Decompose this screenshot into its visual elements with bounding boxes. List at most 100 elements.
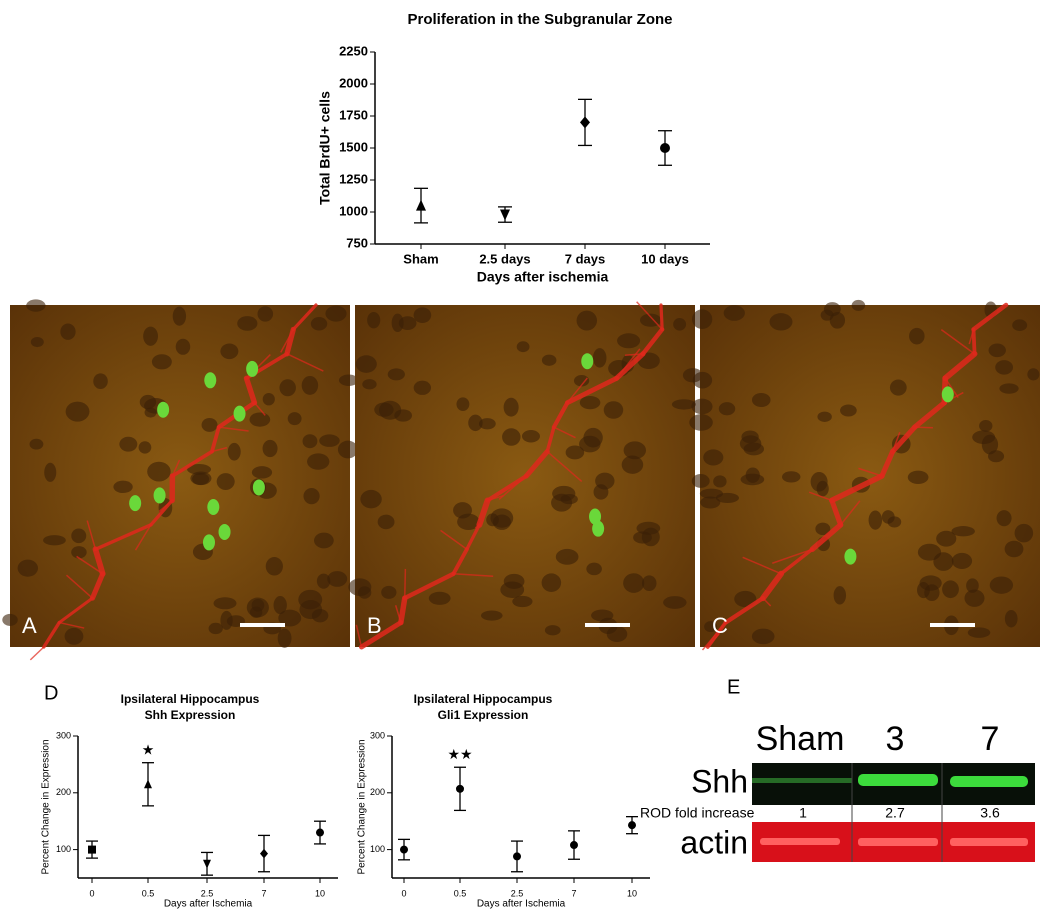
- rod-label: ROD fold increase: [640, 805, 755, 821]
- x-tick-label: 0.5: [454, 888, 467, 898]
- nucleus: [60, 323, 76, 340]
- nucleus: [478, 418, 496, 430]
- cell-process: [92, 546, 106, 577]
- nucleus: [175, 338, 191, 355]
- lane-label: 3: [886, 720, 905, 758]
- nucleus: [541, 573, 562, 592]
- nucleus: [573, 375, 590, 387]
- nucleus: [262, 392, 275, 406]
- x-axis-label: Days after Ischemia: [164, 899, 253, 910]
- cell-process: [808, 491, 833, 502]
- marker: [416, 199, 426, 211]
- y-tick-label: 200: [56, 787, 71, 797]
- x-tick-label: 10 days: [641, 251, 689, 266]
- cell-process: [394, 605, 402, 623]
- nucleus: [769, 313, 793, 331]
- cell-process: [809, 522, 844, 552]
- cell-process: [553, 426, 576, 439]
- cell-process: [723, 596, 766, 625]
- cell-process: [171, 459, 181, 477]
- cell-process: [451, 547, 469, 576]
- nucleus: [486, 513, 499, 527]
- nucleus: [374, 402, 394, 417]
- nucleus: [541, 354, 557, 366]
- nucleus: [29, 438, 44, 450]
- cell-process: [523, 448, 550, 479]
- brdu-cell: [207, 498, 220, 515]
- y-tick-label: 200: [370, 787, 385, 797]
- cell-process: [858, 467, 883, 477]
- nucleus: [93, 373, 108, 390]
- cell-process: [253, 402, 266, 416]
- nucleus: [617, 333, 641, 349]
- marker: [144, 779, 152, 789]
- row-label: Shh: [691, 763, 748, 799]
- cell-process: [551, 400, 570, 430]
- x-tick-label: 10: [315, 888, 325, 898]
- nucleus: [583, 427, 603, 448]
- nucleus: [398, 316, 417, 331]
- nucleus: [663, 596, 687, 609]
- y-tick-label: 300: [56, 730, 71, 740]
- nucleus: [17, 559, 39, 577]
- nucleus: [623, 573, 645, 593]
- nucleus: [1027, 368, 1040, 381]
- cell-process: [742, 556, 782, 575]
- nucleus: [143, 326, 158, 346]
- brdu-cell: [218, 523, 231, 540]
- nucleus: [119, 436, 138, 452]
- marker: [513, 852, 521, 861]
- nucleus: [220, 610, 233, 630]
- nucleus: [337, 440, 358, 459]
- nucleus: [64, 627, 84, 645]
- nucleus: [71, 546, 87, 559]
- x-axis-label: Days after Ischemia: [477, 899, 566, 910]
- nucleus: [673, 318, 687, 331]
- nucleus: [481, 610, 503, 621]
- cell-process: [134, 524, 152, 551]
- cell-process: [66, 574, 93, 599]
- cell-process: [476, 497, 491, 528]
- cell-process: [211, 446, 228, 453]
- nucleus: [227, 442, 241, 461]
- cell-process: [891, 431, 901, 452]
- annotation: ★: [142, 741, 155, 757]
- nucleus: [348, 578, 372, 597]
- y-axis-label: Total BrdU+ cells: [317, 91, 333, 205]
- nucleus: [503, 397, 519, 417]
- chart-title: Gli1 Expression: [438, 708, 529, 722]
- cell-process: [760, 570, 785, 602]
- marker: [88, 845, 96, 854]
- nucleus: [907, 470, 929, 484]
- nucleus: [751, 392, 771, 408]
- y-axis-label: Percent Change in Expression: [357, 739, 368, 874]
- micrograph: [10, 305, 350, 647]
- cell-process: [291, 303, 318, 332]
- nucleus: [623, 441, 647, 460]
- nucleus: [251, 466, 273, 479]
- nucleus: [751, 628, 775, 645]
- nucleus: [301, 375, 319, 395]
- nucleus: [302, 434, 318, 449]
- nucleus: [881, 510, 895, 524]
- brdu-cell: [246, 360, 259, 377]
- nucleus: [502, 428, 521, 446]
- x-tick-label: 7: [571, 888, 576, 898]
- nucleus: [979, 419, 993, 432]
- nucleus: [257, 306, 274, 322]
- nucleus: [310, 317, 328, 331]
- nucleus: [287, 412, 302, 426]
- nucleus: [700, 496, 721, 509]
- x-tick-label: 2.5: [511, 888, 524, 898]
- band: [760, 838, 840, 845]
- nucleus: [319, 434, 340, 447]
- cell-process: [971, 302, 1009, 332]
- brdu-cell: [153, 487, 166, 504]
- cell-process: [566, 377, 588, 404]
- nucleus: [988, 343, 1006, 358]
- cell-process: [284, 326, 296, 357]
- nucleus: [972, 430, 996, 445]
- y-tick-label: 1250: [339, 171, 368, 186]
- chart-title: Ipsilateral Hippocampus: [414, 692, 553, 706]
